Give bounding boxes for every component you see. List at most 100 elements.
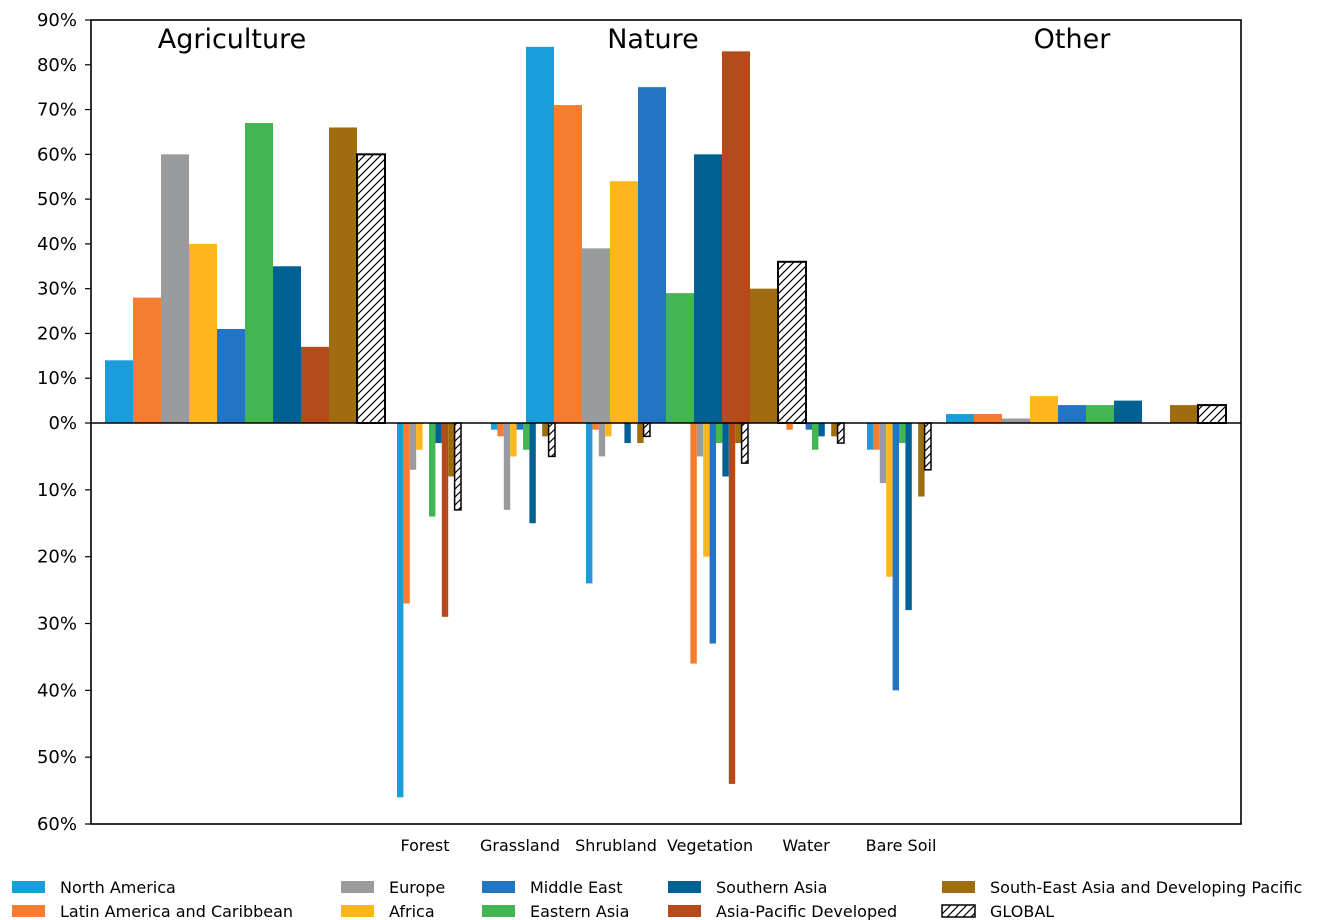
y-tick-label: 90% <box>37 10 77 31</box>
y-tick-label: 30% <box>37 614 77 635</box>
legend-label: Latin America and Caribbean <box>60 902 293 920</box>
bar-water-south-east-asia-and-developing-pacific <box>831 423 838 437</box>
bar-grassland-latin-america-and-caribbean <box>497 423 504 437</box>
bar-nature-eastern-asia <box>666 293 694 423</box>
group-label-nature: Nature <box>607 24 699 55</box>
bar-agriculture-north-america <box>105 360 133 423</box>
bar-vegetation-south-east-asia-and-developing-pacific <box>735 423 742 444</box>
bar-vegetation-global <box>740 422 749 464</box>
top-panel-bars <box>105 46 1227 425</box>
axes <box>85 19 1242 825</box>
legend-swatch <box>668 881 701 893</box>
bar-shrubland-latin-america-and-caribbean <box>592 423 599 430</box>
legend-label: Europe <box>389 878 445 897</box>
category-label-water: Water <box>782 836 830 855</box>
bar-agriculture-eastern-asia <box>245 122 273 423</box>
bar-agriculture-europe <box>161 154 189 424</box>
bar-vegetation-eastern-asia <box>716 423 723 444</box>
bar-agriculture-southern-asia <box>273 266 301 423</box>
bar-agriculture-asia-pacific-developed <box>301 346 329 423</box>
bar-other-middle-east <box>1058 405 1086 423</box>
bar-other-africa <box>1030 396 1058 423</box>
category-label-vegetation: Vegetation <box>667 836 753 855</box>
y-tick-label: 10% <box>37 480 77 501</box>
bar-vegetation-africa <box>703 423 710 557</box>
y-tick-label: 80% <box>37 55 77 76</box>
legend-item-global: GLOBAL <box>941 902 1054 920</box>
bar-forest-africa <box>416 423 423 450</box>
bar-agriculture-africa <box>189 243 217 423</box>
bar-grassland-europe <box>503 423 511 510</box>
bar-vegetation-europe <box>696 423 704 457</box>
bar-shrubland-southern-asia <box>624 423 631 444</box>
bar-grassland-global <box>547 422 556 458</box>
legend-swatch <box>12 905 45 917</box>
bar-nature-middle-east <box>638 87 666 424</box>
legend-label: Eastern Asia <box>530 902 629 920</box>
category-label-bare-soil: Bare Soil <box>866 836 937 855</box>
bar-agriculture-middle-east <box>217 328 245 423</box>
bar-forest-north-america <box>397 423 404 798</box>
bar-forest-eastern-asia <box>429 423 436 517</box>
legend-item-southern-asia: Southern Asia <box>668 878 827 897</box>
legend-label: Africa <box>389 902 435 920</box>
bar-bare-soil-southern-asia <box>905 423 912 611</box>
legend-swatch <box>341 905 374 917</box>
y-tick-label: 0% <box>48 413 77 434</box>
bar-nature-south-east-asia-and-developing-pacific <box>750 288 778 423</box>
legend-label: South-East Asia and Developing Pacific <box>990 878 1302 897</box>
y-tick-label: 20% <box>37 323 77 344</box>
bar-other-eastern-asia <box>1086 405 1114 423</box>
y-tick-label: 40% <box>37 234 77 255</box>
category-label-forest: Forest <box>400 836 449 855</box>
bar-bare-soil-africa <box>886 423 893 577</box>
bar-other-europe <box>1002 418 1030 423</box>
bar-bare-soil-eastern-asia <box>899 423 906 444</box>
y-tick-label: 30% <box>37 279 77 300</box>
bar-water-latin-america-and-caribbean <box>786 423 793 430</box>
bar-agriculture-latin-america-and-caribbean <box>133 297 161 423</box>
bar-nature-latin-america-and-caribbean <box>554 105 582 424</box>
bar-forest-southern-asia <box>435 423 442 444</box>
legend-swatch <box>942 881 975 893</box>
legend-label: Asia-Pacific Developed <box>716 902 897 920</box>
bar-other-north-america <box>946 414 974 423</box>
bar-other-southern-asia <box>1114 400 1142 423</box>
y-tick-label: 40% <box>37 680 77 701</box>
bar-water-middle-east <box>805 423 812 430</box>
bar-water-global <box>836 422 845 444</box>
legend-item-middle-east: Middle East <box>482 878 622 897</box>
legend-item-north-america: North America <box>12 878 176 897</box>
legend-label: Middle East <box>530 878 622 897</box>
legend-swatch <box>341 881 374 893</box>
legend-item-eastern-asia: Eastern Asia <box>482 902 629 920</box>
bar-nature-north-america <box>526 46 554 423</box>
legend-swatch <box>941 904 976 918</box>
bar-grassland-north-america <box>491 423 498 430</box>
bar-vegetation-southern-asia <box>722 423 729 477</box>
bar-grassland-eastern-asia <box>523 423 530 450</box>
bottom-panel-bars <box>397 422 932 798</box>
bar-bare-soil-global <box>923 422 932 471</box>
legend-item-europe: Europe <box>341 878 445 897</box>
bar-forest-latin-america-and-caribbean <box>403 423 410 604</box>
bar-other-latin-america-and-caribbean <box>974 414 1002 423</box>
bar-grassland-middle-east <box>516 423 523 430</box>
bar-vegetation-middle-east <box>709 423 716 644</box>
category-label-grassland: Grassland <box>480 836 560 855</box>
bar-grassland-south-east-asia-and-developing-pacific <box>542 423 549 437</box>
top-group-labels: Agriculture Nature Other <box>158 24 1111 55</box>
legend-item-latin-america-and-caribbean: Latin America and Caribbean <box>12 902 293 920</box>
y-tick-labels: 0% 10% 20% 30% 40% 50% 60% 70% 80% 90% 10% 20% 30% 40… <box>37 10 77 835</box>
bar-vegetation-latin-america-and-caribbean <box>690 423 697 664</box>
bar-nature-southern-asia <box>694 154 722 424</box>
bar-water-eastern-asia <box>812 423 819 450</box>
bar-forest-south-east-asia-and-developing-pacific <box>448 423 455 477</box>
category-label-shrubland: Shrubland <box>575 836 657 855</box>
bar-shrubland-global <box>642 422 651 438</box>
bar-forest-europe <box>409 423 417 470</box>
bar-vegetation-asia-pacific-developed <box>728 423 736 784</box>
bar-water-southern-asia <box>818 423 825 437</box>
y-tick-label: 20% <box>37 547 77 568</box>
